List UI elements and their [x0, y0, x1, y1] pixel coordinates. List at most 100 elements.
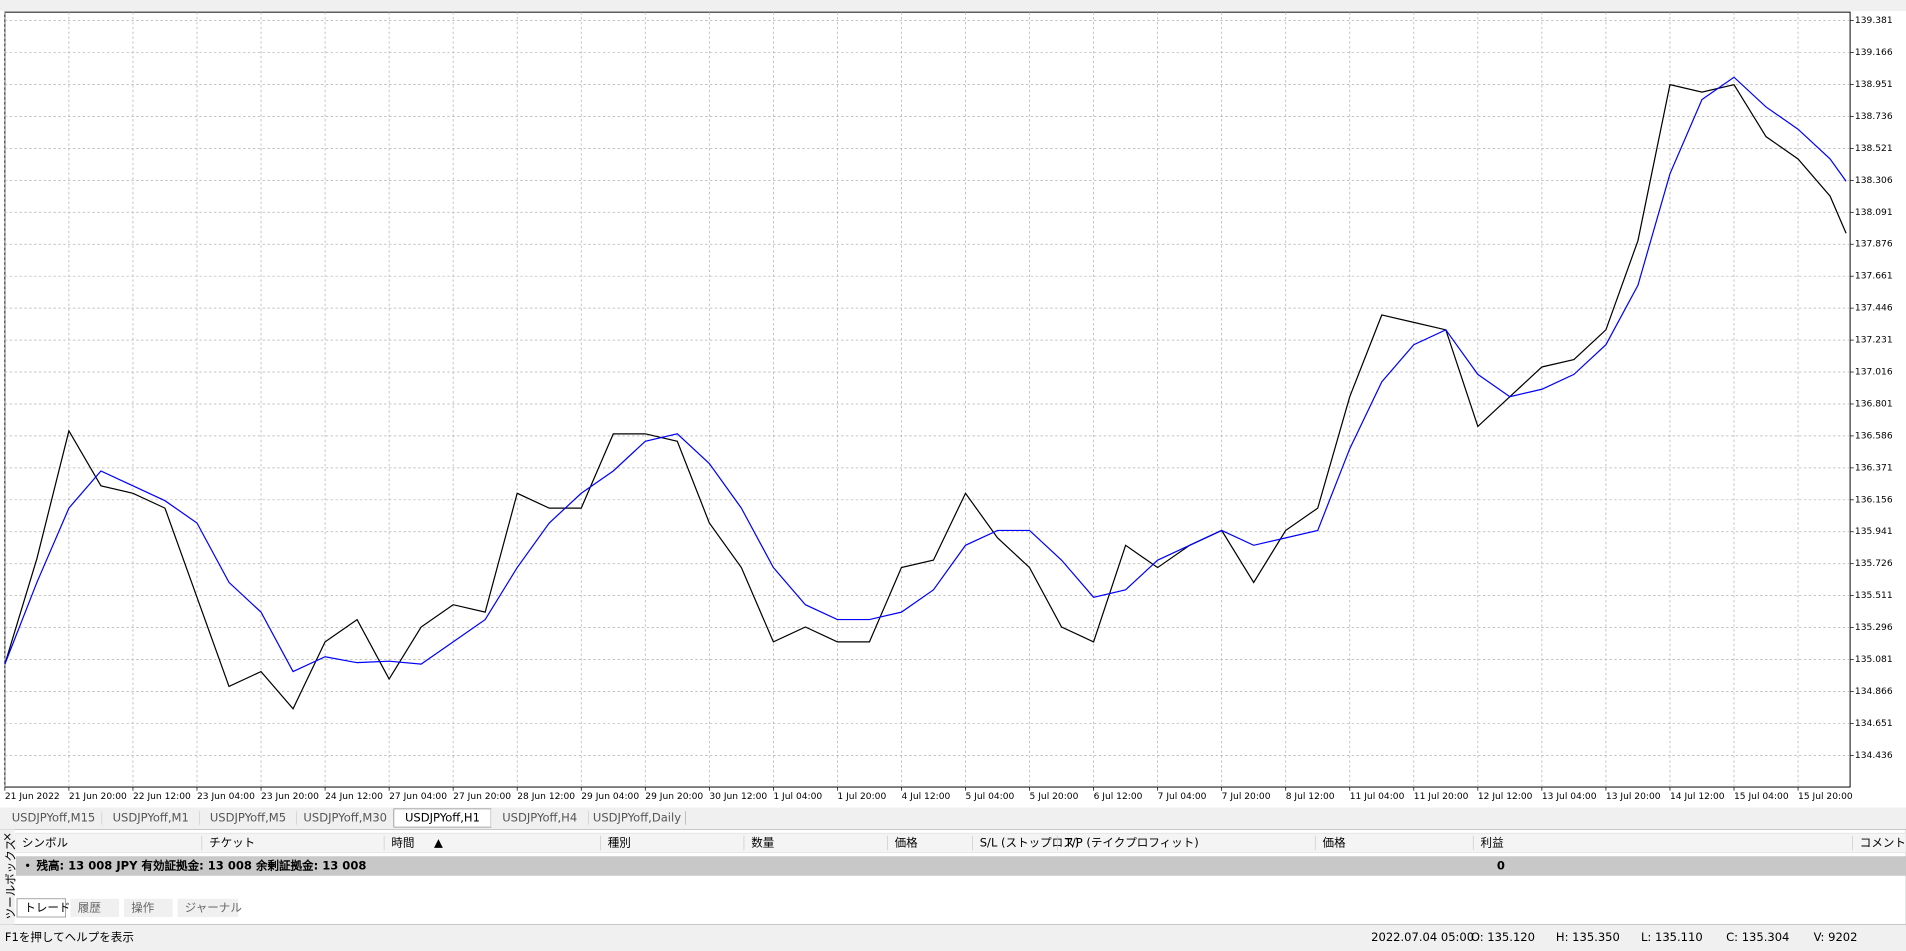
y-tick-label: 139.166 [1855, 48, 1893, 58]
chart-tab[interactable] [102, 808, 200, 828]
terminal-tab[interactable] [177, 898, 239, 917]
chart: 139.381 139.166 138.951 138.736 138.521 138.3… [4, 12, 1893, 802]
y-tick-label: 134.436 [1855, 751, 1893, 761]
status-time: 2022.07.04 05:00 [1371, 930, 1474, 944]
column-label[interactable]: 価格 [895, 835, 919, 849]
column-label[interactable]: 種別 [608, 835, 631, 849]
y-tick-label: 137.231 [1855, 336, 1893, 346]
terminal-tab[interactable] [16, 898, 67, 918]
y-tick-label: 138.091 [1855, 208, 1893, 218]
y-tick-label: 137.876 [1855, 240, 1893, 250]
y-tick-label: 138.521 [1855, 144, 1893, 154]
chart-tab-label[interactable]: USDJPYoff,M15 [12, 811, 96, 825]
column-label[interactable]: シンボル [22, 835, 68, 849]
y-tick-label: 135.296 [1855, 623, 1893, 633]
y-tick-label: 135.941 [1855, 527, 1893, 537]
toolbar [0, 0, 1906, 11]
price-line [4, 76, 1847, 673]
y-tick-label: 136.586 [1855, 431, 1893, 441]
y-tick-label: 136.156 [1855, 495, 1893, 505]
profit: 0 [1497, 858, 1505, 872]
chart-tab-label[interactable]: USDJPYoff,Daily [593, 811, 681, 825]
x-tick-label: 11 Jul 04:00 [1350, 792, 1405, 802]
x-tick-label: 23 Jun 20:00 [261, 792, 319, 802]
x-tick-label: 22 Jun 12:00 [133, 792, 191, 802]
terminal-tabs: トレード 履歴 操作 ジャーナル [16, 898, 242, 918]
status-volume: V: 9202 [1814, 930, 1858, 944]
y-tick-label: 135.081 [1855, 655, 1893, 665]
y-tick-label: 134.651 [1855, 719, 1893, 729]
x-tick-label: 1 Jul 20:00 [837, 792, 886, 802]
y-tick-label: 136.371 [1855, 463, 1893, 473]
status-low: L: 135.110 [1641, 930, 1703, 944]
x-tick-label: 7 Jul 04:00 [1158, 792, 1207, 802]
chart-tab-label[interactable]: USDJPYoff,M5 [210, 811, 286, 825]
price-line [4, 83, 1847, 710]
status-open: O: 135.120 [1471, 930, 1535, 944]
column-header [15, 832, 1906, 853]
y-tick-label: 136.801 [1855, 399, 1893, 409]
column-label[interactable]: チケット [209, 835, 255, 849]
chart-tab-label[interactable]: USDJPYoff,H1 [405, 811, 480, 825]
x-tick-label: 12 Jul 12:00 [1478, 792, 1533, 802]
x-tick-label: 15 Jul 20:00 [1798, 792, 1853, 802]
y-tick-label: 137.661 [1855, 272, 1893, 282]
x-tick-label: 30 Jun 12:00 [709, 792, 767, 802]
bullet: • [24, 858, 31, 872]
terminal-tab-label[interactable]: 履歴 [78, 900, 102, 914]
y-tick-label: 135.726 [1855, 559, 1893, 569]
status-bar [0, 925, 1906, 951]
x-tick-label: 5 Jul 04:00 [965, 792, 1014, 802]
x-tick-label: 27 Jun 04:00 [389, 792, 447, 802]
y-tick-label: 137.016 [1855, 368, 1893, 378]
x-tick-label: 7 Jul 20:00 [1222, 792, 1271, 802]
chart-window [0, 10, 1906, 808]
column-label[interactable]: 価格 [1323, 835, 1347, 849]
chart-tab-label[interactable]: USDJPYoff,M1 [113, 811, 189, 825]
chart-tab[interactable] [296, 808, 394, 828]
chart-tab[interactable] [4, 808, 103, 828]
x-tick-label: 28 Jun 12:00 [517, 792, 575, 802]
chart-tabs: USDJPYoff,M15 USDJPYoff,M1 USDJPYoff,M5 USD… [4, 808, 686, 828]
x-tick-label: 24 Jun 12:00 [325, 792, 383, 802]
x-tick-label: 11 Jul 20:00 [1414, 792, 1469, 802]
balance: 残高: 13 008 JPY 有効証拠金: 13 008 余剰証拠金: 13 0… [36, 858, 366, 872]
terminal-tab-label[interactable]: トレード [24, 900, 70, 914]
y-tick-label: 138.306 [1855, 176, 1893, 186]
terminal-tab[interactable] [123, 898, 173, 917]
close-button[interactable]: × [2, 829, 12, 843]
column-label[interactable]: S/L (ストップロス) [980, 835, 1080, 849]
x-tick-label: 21 Jun 20:00 [69, 792, 127, 802]
terminal-tab-label[interactable]: ジャーナル [185, 900, 242, 914]
x-tick-label: 14 Jul 12:00 [1670, 792, 1725, 802]
chart-tab-label[interactable]: USDJPYoff,M30 [303, 811, 387, 825]
x-tick-label: 21 Jun 2022 [5, 792, 60, 802]
y-tick-label: 138.951 [1855, 80, 1893, 90]
columns: シンボル チケット 時間 種別 数量 価格 S/L (ストップロス)T/P (テイクプロフィ… [22, 835, 1906, 851]
sort-arrow[interactable]: ▲ [434, 835, 443, 849]
chart-tab[interactable] [588, 808, 686, 828]
x-tick-label: 23 Jun 04:00 [197, 792, 255, 802]
column-label[interactable]: 利益 [1481, 835, 1505, 849]
chart-tab[interactable] [491, 808, 589, 828]
column-label[interactable]: 数量 [751, 835, 775, 849]
y-tick-label: 137.446 [1855, 304, 1893, 314]
balance-row [15, 856, 1906, 876]
y-tick-label: 139.381 [1855, 16, 1893, 26]
column-label[interactable]: コメント [1860, 835, 1906, 849]
terminal-tab[interactable] [70, 898, 120, 917]
status-help: F1を押してヘルプを表示 [5, 930, 134, 944]
x-tick-label: 8 Jul 12:00 [1286, 792, 1335, 802]
x-tick-label: 6 Jul 12:00 [1094, 792, 1143, 802]
chart-tab[interactable] [199, 808, 297, 828]
plot-frame [4, 11, 1851, 788]
y-tick-label: 135.511 [1855, 591, 1893, 601]
terminal-tab-label[interactable]: 操作 [131, 900, 155, 914]
column-label[interactable]: T/P (テイクプロフィット) [1064, 835, 1199, 849]
column-label[interactable]: 時間 [391, 835, 414, 849]
x-tick-label: 29 Jun 04:00 [581, 792, 639, 802]
x-tick-label: 1 Jul 04:00 [773, 792, 822, 802]
chart-tab-label[interactable]: USDJPYoff,H4 [502, 811, 577, 825]
